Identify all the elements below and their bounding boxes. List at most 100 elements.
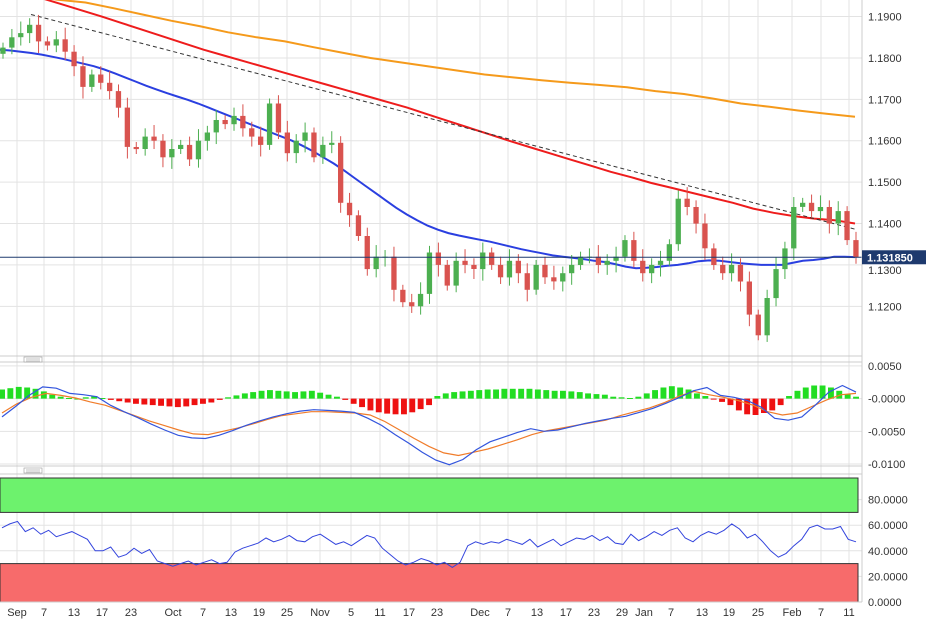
rsi-tick-label: 20.0000 [868, 571, 908, 583]
macd-histogram-bar [493, 389, 499, 399]
macd-histogram-bar [275, 390, 282, 399]
candle [542, 256, 548, 284]
macd-histogram-bar [82, 397, 89, 399]
candle [204, 125, 210, 151]
candle [266, 98, 273, 150]
date-tick-label: 19 [253, 607, 265, 619]
macd-histogram-bar [74, 398, 81, 400]
price-tick-label: 1.1200 [868, 301, 902, 313]
macd-histogram-bar [367, 398, 374, 411]
candle [275, 95, 282, 140]
candle [338, 136, 344, 213]
price-tick-label: 1.1500 [868, 177, 902, 189]
macd-histogram-bar [308, 390, 315, 399]
macd-histogram-bar [292, 392, 298, 399]
candle [364, 227, 370, 276]
macd-histogram-bar [735, 398, 742, 411]
sma-slow-layer [52, 0, 856, 118]
candle [409, 293, 415, 313]
macd-histogram-bar [342, 398, 349, 400]
macd-histogram-bar [91, 396, 98, 399]
sma-100-line [44, 0, 856, 225]
candle [595, 245, 601, 274]
price-panel-resize-handle[interactable] [23, 356, 43, 363]
rsi-tick-label: 80.0000 [868, 495, 908, 507]
price-tick-label: 1.1300 [868, 265, 902, 277]
candle [720, 256, 726, 280]
rsi-oversold-zone [0, 563, 859, 603]
date-tick-label: Dec [470, 607, 490, 619]
candle [631, 231, 637, 268]
macd-histogram-bar [15, 386, 22, 399]
candle [391, 246, 397, 302]
macd-histogram-bar [802, 387, 809, 399]
price-tick-label: 1.1400 [868, 219, 902, 231]
macd-histogram-bar [476, 390, 483, 399]
candle [160, 134, 166, 168]
macd-histogram-bar [434, 396, 441, 399]
current-price-tag-background [862, 250, 926, 265]
macd-histogram-bar [317, 392, 324, 399]
date-tick-label: 13 [225, 607, 237, 619]
date-tick-label: 5 [348, 607, 354, 619]
macd-histogram-bar [334, 396, 340, 399]
candle [186, 136, 193, 166]
candle [462, 249, 468, 274]
macd-histogram-bar [32, 388, 39, 399]
macd-histogram-bar [484, 389, 491, 399]
candle [222, 115, 228, 130]
candles-layer [0, 14, 859, 342]
sma-200-line [52, 0, 856, 118]
candle [18, 21, 24, 46]
macd-histogram-bar [258, 390, 265, 399]
candle [835, 201, 841, 236]
macd-histogram-bar [174, 398, 181, 408]
macd-histogram-bar [668, 386, 675, 399]
macd-histogram-bar [811, 385, 818, 399]
macd-histogram-bar [442, 393, 449, 399]
candle [480, 242, 486, 281]
macd-histogram-bar [241, 393, 248, 399]
macd-histogram-bar [208, 398, 215, 403]
candle [853, 231, 859, 264]
candle [133, 141, 139, 154]
candle [355, 210, 362, 241]
macd-histogram-bar [426, 398, 432, 406]
macd-histogram-bar [107, 398, 114, 400]
macd-histogram-bar [300, 391, 307, 399]
macd-histogram-bar [836, 390, 843, 399]
date-tick-label: 17 [560, 607, 572, 619]
candle [826, 200, 832, 234]
date-tick-label: 13 [68, 607, 80, 619]
candle [98, 66, 104, 90]
macd-histogram-bar [66, 398, 72, 399]
rsi-overbought-zone [0, 477, 859, 513]
macd-histogram-bar [643, 393, 650, 399]
price-tick-label: 1.1600 [868, 136, 902, 148]
date-tick-label: Sep [7, 607, 27, 619]
macd-histogram-bar [844, 394, 851, 399]
candle [666, 239, 672, 266]
macd-histogram-bar [233, 395, 240, 399]
candle [302, 122, 308, 153]
candle [320, 136, 326, 164]
candle [444, 259, 450, 291]
candle [400, 284, 406, 308]
candle [693, 200, 699, 234]
candle [471, 258, 477, 280]
macd-panel-resize-handle[interactable] [23, 467, 43, 474]
macd-histogram-bar [509, 388, 516, 399]
macd-histogram-bar [384, 398, 391, 414]
macd-histogram-bar [7, 388, 14, 399]
macd-histogram-bar [694, 393, 700, 399]
macd-histogram-bar [250, 392, 257, 399]
macd-histogram-bar [350, 398, 357, 404]
macd-histogram-bar [451, 392, 458, 399]
candle [151, 125, 157, 150]
candle [675, 190, 681, 251]
macd-histogram-bar [727, 398, 734, 406]
macd-tick-label: 0.0050 [868, 361, 902, 373]
date-tick-label: 13 [531, 607, 543, 619]
rsi-tick-label: 0.0000 [868, 597, 902, 609]
price-tick-label: 1.1700 [868, 94, 902, 106]
